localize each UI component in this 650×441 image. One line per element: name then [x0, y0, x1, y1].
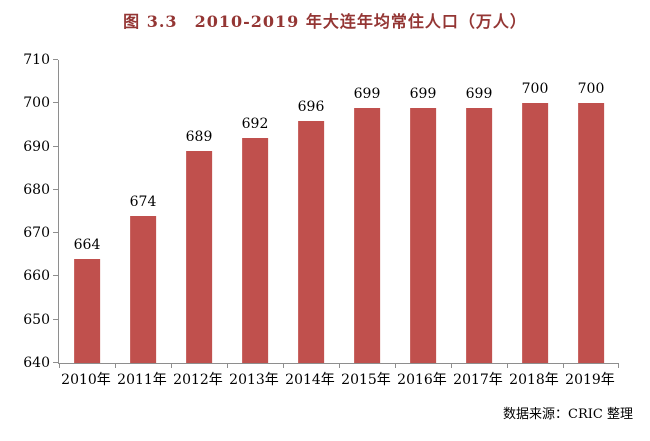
x-axis-label: 2017年: [453, 372, 503, 388]
bar-slot-2013年: 692: [227, 60, 283, 363]
bar-value-label: 689: [185, 128, 213, 145]
bar-2010年: [74, 259, 100, 363]
bar-value-label: 700: [577, 81, 605, 98]
data-source-note: 数据来源：CRIC 整理: [503, 407, 633, 422]
bar-2012年: [186, 150, 212, 363]
x-axis-label: 2012年: [173, 372, 223, 388]
y-axis-tick-mark: [53, 275, 58, 277]
y-axis-tick-label: 710: [23, 52, 50, 68]
bar-value-label: 692: [241, 115, 269, 132]
y-axis-tick-label: 670: [23, 225, 50, 242]
y-axis-tick-label: 680: [23, 181, 50, 198]
bar-slot-2010年: 664: [59, 60, 115, 363]
x-axis-tick-mark: [227, 363, 228, 368]
bar-slot-2015年: 699: [339, 60, 395, 363]
x-axis-tick-mark: [507, 363, 508, 368]
y-axis-tick-mark: [53, 145, 58, 147]
bar-value-label: 699: [465, 85, 493, 102]
bar-2014年: [298, 120, 324, 363]
y-axis-tick-label: 690: [23, 138, 50, 155]
y-axis-tick-mark: [53, 232, 58, 234]
y-axis-tick-mark: [53, 59, 58, 60]
chart-title: 图 3.3 2010-2019 年大连年均常住人口（万人）: [123, 12, 527, 31]
bar-2011年: [130, 215, 156, 363]
y-axis-tick-label: 640: [23, 355, 50, 371]
x-axis: 2010年 2011年 2012年 2013年 2014年 2015年 2016年 2017年…: [58, 369, 618, 389]
x-axis-label: 2014年: [285, 372, 335, 388]
plot-area: 640 650 660 670 680 690 700 710 664 674 689 692 696 6…: [23, 53, 619, 370]
x-axis-label: 2018年: [509, 372, 559, 388]
x-axis-label: 2010年: [61, 372, 111, 388]
x-axis-label: 2016年: [397, 372, 447, 388]
bar-value-label: 664: [73, 237, 101, 254]
x-axis-tick-mark: [115, 363, 116, 368]
bar-slot-2012年: 689: [171, 60, 227, 363]
x-axis-label: 2011年: [117, 372, 167, 388]
bar-value-label: 699: [353, 85, 381, 102]
x-axis-tick-mark: [451, 363, 452, 368]
x-axis-tick-mark: [59, 363, 60, 368]
x-axis-tick-mark: [618, 363, 619, 368]
bar-2016年: [410, 107, 436, 363]
bar-2017年: [466, 107, 492, 363]
bar-2018年: [522, 103, 548, 363]
bar-slot-2018年: 700: [507, 60, 563, 363]
y-axis-tick-mark: [53, 362, 58, 363]
bar-value-label: 700: [521, 81, 549, 98]
bar-2013年: [242, 137, 268, 363]
x-axis-label: 2013年: [229, 372, 279, 388]
bar-slot-2017年: 699: [451, 60, 507, 363]
y-axis-tick-mark: [53, 102, 58, 104]
y-axis-tick-mark: [53, 318, 58, 320]
bar-slot-2016年: 699: [395, 60, 451, 363]
x-axis-label: 2019年: [565, 372, 615, 388]
x-axis-label: 2015年: [341, 372, 391, 388]
bar-value-label: 696: [297, 98, 325, 115]
bar-value-label: 699: [409, 85, 437, 102]
y-axis-tick-label: 660: [23, 268, 50, 285]
y-axis-tick-mark: [53, 188, 58, 190]
x-axis-tick-mark: [395, 363, 396, 368]
x-axis-tick-mark: [339, 363, 340, 368]
bar-2019年: [578, 103, 604, 363]
x-axis-tick-mark: [283, 363, 284, 368]
bar-slot-2011年: 674: [115, 60, 171, 363]
y-axis-tick-label: 700: [23, 95, 50, 112]
x-axis-tick-mark: [171, 363, 172, 368]
bar-slot-2019年: 700: [563, 60, 619, 363]
bar-slot-2014年: 696: [283, 60, 339, 363]
bar-2015年: [354, 107, 380, 363]
x-axis-tick-mark: [563, 363, 564, 368]
bar-value-label: 674: [129, 193, 157, 210]
y-axis-tick-label: 650: [23, 311, 50, 328]
